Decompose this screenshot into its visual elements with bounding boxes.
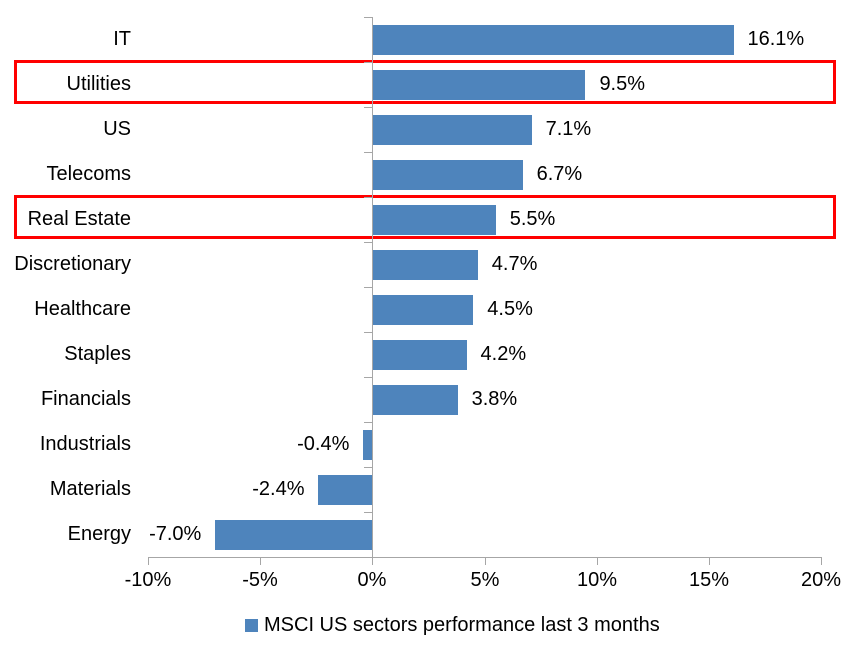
legend-swatch-icon [245,619,258,632]
value-label-utilities: 9.5% [599,73,646,95]
y-axis-tick [364,242,372,243]
x-tick-label-15: 15% [688,569,730,591]
value-label-energy: -7.0% [149,523,202,545]
category-label-healthcare: Healthcare [34,298,131,320]
highlight-box-utilities [14,60,836,104]
x-tick-label-20: 20% [800,569,842,591]
x-axis-tick [485,557,486,565]
bar-real-estate [372,204,496,235]
x-tick-label-0: 0% [357,569,387,591]
bar-it [372,24,734,55]
bar-healthcare [372,294,474,325]
value-label-us: 7.1% [545,118,592,140]
value-label-financials: 3.8% [471,388,518,410]
x-axis-tick [148,557,149,565]
y-axis-tick [364,62,372,63]
category-label-utilities: Utilities [66,73,131,95]
y-axis-tick [364,152,372,153]
x-axis-tick [709,557,710,565]
x-tick-label-neg5: -5% [242,569,278,591]
x-axis-tick [372,557,373,565]
value-label-staples: 4.2% [480,343,527,365]
y-axis-tick [364,287,372,288]
category-label-energy: Energy [67,523,131,545]
highlight-box-real-estate [14,195,836,239]
category-label-discretionary: Discretionary [14,253,131,275]
y-axis-tick [364,332,372,333]
bar-materials [318,474,373,505]
category-label-real-estate: Real Estate [27,208,131,230]
value-label-telecoms: 6.7% [536,163,583,185]
value-label-materials: -2.4% [252,478,305,500]
category-label-us: US [103,118,131,140]
bar-energy [215,519,373,550]
x-axis-tick [260,557,261,565]
x-axis-tick [597,557,598,565]
bar-financials [372,384,458,415]
y-axis-tick [364,512,372,513]
y-axis-tick [364,377,372,378]
x-axis-tick [821,557,822,565]
bar-industrials [363,429,373,460]
value-label-healthcare: 4.5% [487,298,533,320]
category-label-materials: Materials [49,478,131,500]
value-label-industrials: -0.4% [297,433,350,455]
y-axis-tick [364,197,372,198]
y-axis-tick [364,467,372,468]
bar-discretionary [372,249,478,280]
bar-staples [372,339,467,370]
x-tick-label-5: 5% [470,569,500,591]
legend: MSCI US sectors performance last 3 month… [245,614,660,637]
bar-utilities [372,69,586,100]
x-tick-label-neg10: -10% [124,569,172,591]
bar-telecoms [372,159,523,190]
y-axis-tick [364,17,372,18]
value-label-it: 16.1% [747,28,805,50]
x-tick-label-10: 10% [576,569,618,591]
bar-us [372,114,532,145]
category-label-financials: Financials [40,388,131,410]
category-label-telecoms: Telecoms [46,163,131,185]
category-label-staples: Staples [64,343,131,365]
y-axis-tick [364,107,372,108]
value-label-discretionary: 4.7% [491,253,538,275]
category-label-industrials: Industrials [39,433,131,455]
category-label-it: IT [113,28,131,50]
y-axis-line [372,17,373,557]
legend-label: MSCI US sectors performance last 3 month… [264,614,660,636]
value-label-real-estate: 5.5% [509,208,556,230]
y-axis-tick [364,422,372,423]
